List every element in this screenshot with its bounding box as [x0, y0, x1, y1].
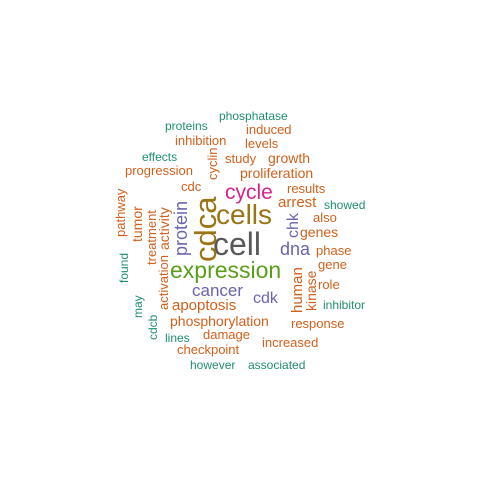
- word-effects: effects: [142, 150, 178, 164]
- word-proteins: proteins: [165, 119, 208, 133]
- word-cycle: cycle: [225, 181, 273, 204]
- word-cdcb: cdcb: [146, 314, 160, 340]
- word-response: response: [291, 316, 345, 331]
- word-gene: gene: [318, 257, 347, 272]
- word-cdc: cdc: [181, 179, 202, 194]
- word-tumor: tumor: [129, 206, 145, 242]
- word-cancer: cancer: [192, 281, 244, 300]
- word-lines: lines: [165, 331, 190, 345]
- word-dna: dna: [280, 239, 311, 259]
- word-expression: expression: [170, 257, 282, 283]
- word-genes: genes: [300, 224, 339, 240]
- word-phase: phase: [316, 243, 352, 258]
- word-apoptosis: apoptosis: [172, 297, 237, 314]
- word-activity: activity: [156, 207, 172, 250]
- word-treatment: treatment: [144, 210, 159, 265]
- word-progression: progression: [125, 163, 193, 178]
- word-cell: cell: [213, 226, 262, 262]
- word-cells: cells: [216, 199, 273, 230]
- word-may: may: [131, 295, 145, 318]
- word-arrest: arrest: [278, 194, 317, 211]
- word-phosphatase: phosphatase: [219, 109, 288, 123]
- word-showed: showed: [324, 198, 366, 212]
- word-proliferation: proliferation: [240, 165, 314, 181]
- word-associated: associated: [248, 358, 306, 372]
- word-also: also: [313, 210, 337, 225]
- word-damage: damage: [203, 327, 250, 342]
- word-cyclin: cyclin: [205, 147, 220, 180]
- word-cdk: cdk: [253, 290, 278, 307]
- word-inhibitor: inhibitor: [323, 298, 366, 312]
- word-role: role: [318, 277, 340, 292]
- word-induced: induced: [246, 122, 292, 137]
- word-however: however: [190, 358, 236, 372]
- word-levels: levels: [245, 136, 279, 151]
- word-results: results: [287, 181, 326, 196]
- word-kinase: kinase: [303, 270, 319, 311]
- word-growth: growth: [268, 150, 311, 166]
- word-checkpoint: checkpoint: [177, 342, 240, 357]
- word-study: study: [225, 151, 257, 166]
- word-found: found: [117, 252, 131, 283]
- word-inhibition: inhibition: [175, 133, 227, 148]
- word-pathway: pathway: [113, 188, 128, 237]
- word-protein: protein: [171, 200, 191, 256]
- word-phosphorylation: phosphorylation: [170, 313, 269, 329]
- word-increased: increased: [262, 335, 319, 350]
